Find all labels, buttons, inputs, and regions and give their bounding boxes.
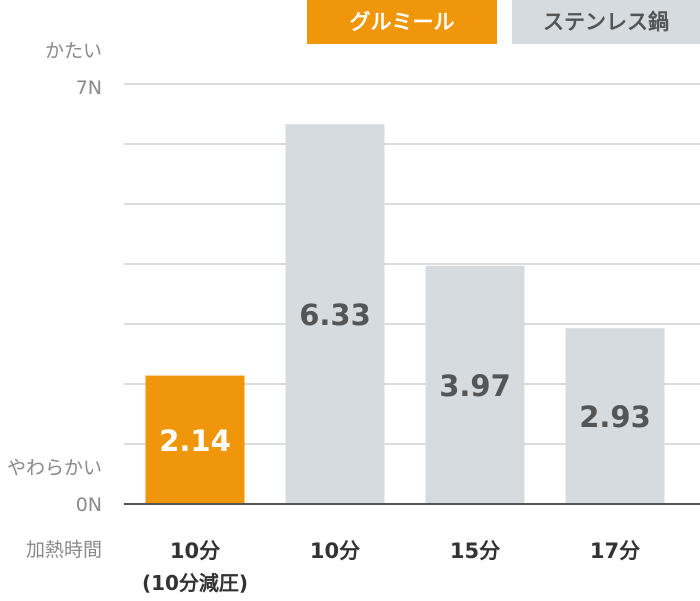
y-bottom-tick-label: 0N bbox=[76, 494, 102, 516]
category-label: 15分 bbox=[450, 539, 500, 563]
bar-3 bbox=[425, 265, 525, 504]
bar-value-label: 3.97 bbox=[439, 369, 511, 403]
x-axis-caption: 加熱時間 bbox=[26, 539, 102, 561]
bar-2 bbox=[285, 124, 385, 504]
category-label: 10分 bbox=[310, 539, 360, 563]
bar-value-label: 2.93 bbox=[579, 400, 651, 434]
category-label: 17分 bbox=[590, 539, 640, 563]
category-sublabel: (10分減圧) bbox=[142, 571, 248, 595]
category-label: 10分 bbox=[170, 539, 220, 563]
bar-value-label: 6.33 bbox=[299, 298, 371, 332]
y-top-tick-label: 7N bbox=[76, 77, 102, 99]
bar-1 bbox=[145, 375, 245, 504]
legend-stainless-pot: ステンレス鍋 bbox=[512, 0, 700, 44]
y-bottom-caption: やわらかい bbox=[7, 457, 102, 479]
bar-value-label: 2.14 bbox=[159, 424, 231, 458]
bar-4 bbox=[565, 328, 665, 504]
legend-gurumeal: グルミール bbox=[307, 0, 497, 44]
y-top-caption: かたい bbox=[45, 40, 102, 62]
